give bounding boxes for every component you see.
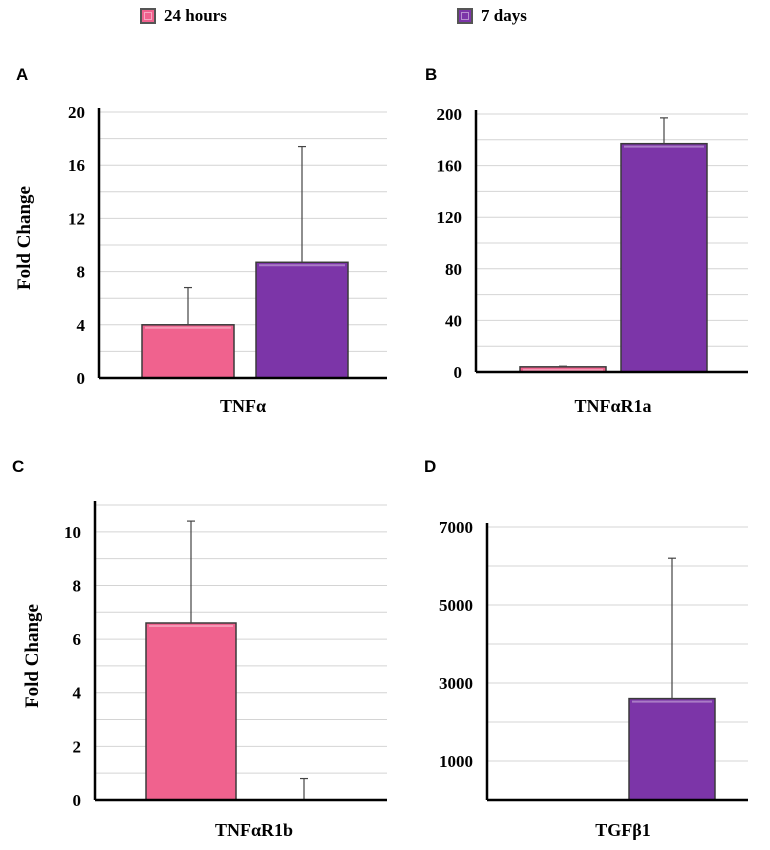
panel-c-y-tick-label: 6 [73, 630, 82, 649]
panel-a-y-tick-label: 4 [77, 316, 86, 335]
panel-a-y-label: Fold Change [14, 186, 35, 290]
panel-a-y-tick-label: 16 [68, 156, 85, 175]
panel-b-y-tick-label: 160 [437, 157, 463, 176]
panel-a-bar-7d [255, 261, 349, 379]
legend-label-7-days: 7 days [481, 6, 527, 25]
panel-b-y-tick-label: 0 [454, 363, 463, 382]
panel-c-y-tick-label: 10 [64, 523, 81, 542]
panel-c-y-label: Fold Change [22, 604, 43, 708]
panel-a-y-tick-label: 12 [68, 209, 85, 228]
panel-a-bar-24h [141, 324, 235, 379]
panel-c-x-label: TNFαR1b [215, 820, 293, 840]
panel-b-y-tick-label: 80 [445, 260, 462, 279]
panel-a-x-label: TNFα [220, 396, 266, 416]
legend-item-24-hours: 24 hours [140, 6, 227, 26]
legend-swatch-24-hours [140, 8, 156, 24]
panel-b-y-tick-label: 40 [445, 311, 462, 330]
panel-a-y-tick-label: 8 [77, 263, 86, 282]
panel-b-x-label: TNFαR1a [574, 396, 651, 416]
panel-c-y-tick-label: 0 [73, 791, 82, 810]
panel-d-y-tick-label: 7000 [439, 518, 473, 537]
panel-c-bar-24h [145, 622, 237, 801]
panel-b-y-tick-label: 120 [437, 208, 463, 227]
panel-c-letter: C [12, 457, 24, 476]
panel-d-y-tick-label: 3000 [439, 674, 473, 693]
legend-label-24-hours: 24 hours [164, 6, 227, 25]
panel-b-letter: B [425, 65, 437, 84]
panel-a-y-tick-label: 0 [77, 369, 86, 388]
panel-c-y-tick-label: 8 [73, 576, 82, 595]
panel-c-y-tick-label: 4 [73, 684, 82, 703]
panel-c-y-tick-label: 2 [73, 737, 82, 756]
panel-b-y-tick-label: 200 [437, 105, 463, 124]
panel-a-y-tick-label: 20 [68, 103, 85, 122]
panel-d-letter: D [424, 457, 436, 476]
panel-a-letter: A [16, 65, 28, 84]
panel-d-y-tick-label: 5000 [439, 596, 473, 615]
panel-d-y-tick-label: 1000 [439, 752, 473, 771]
panel-d-x-label: TGFβ1 [595, 820, 651, 840]
legend-item-7-days: 7 days [457, 6, 527, 26]
panel-d-bar-7d [628, 697, 716, 801]
legend-swatch-7-days [457, 8, 473, 24]
panel-b-bar-7d [620, 142, 708, 373]
